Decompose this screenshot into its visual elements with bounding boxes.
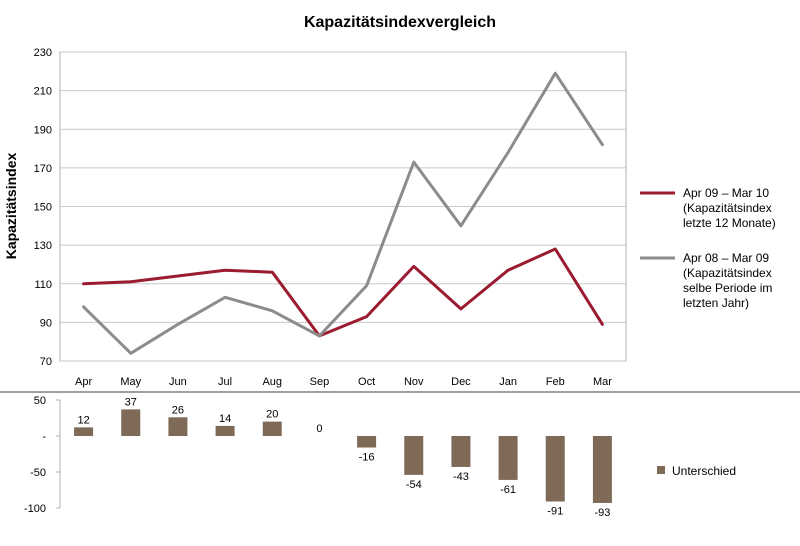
bar-data-label: 0 <box>316 423 322 435</box>
y-axis-label: Kapazitätsindex <box>3 152 19 259</box>
y-tick-label: 170 <box>34 163 52 175</box>
y-tick-label: 90 <box>40 317 52 329</box>
bar <box>74 427 94 436</box>
chart-title: Kapazitätsindexvergleich <box>304 14 496 31</box>
x-tick-label: Jan <box>499 376 517 388</box>
bar-y-ticks: 50 - -50 -100 <box>24 395 60 515</box>
bar-data-label: 20 <box>266 409 278 421</box>
bar <box>451 436 471 467</box>
series-line-0 <box>82 247 604 338</box>
line-legend: Apr 09 – Mar 10 (Kapazitätsindex letzte 12… <box>640 186 776 310</box>
bar-marks-group: 12 37 26 14 20 0 -16 -54 -43 -61 -91 -93 <box>74 396 612 519</box>
y-tick-label: 230 <box>34 47 52 59</box>
x-tick-label: Sep <box>310 376 330 388</box>
bar-y-tick-label: - <box>42 431 46 443</box>
y-tick-label: 210 <box>34 86 52 98</box>
line-y-ticks: 70 90 110 130 150 170 190 210 230 <box>34 47 52 368</box>
line-x-ticks: Apr May Jun Jul Aug Sep Oct Nov Dec Jan Feb Mar <box>75 376 612 388</box>
line-series-group <box>82 71 604 355</box>
bar-data-label: -91 <box>547 506 563 518</box>
y-tick-label: 190 <box>34 124 52 136</box>
bar-data-label: 37 <box>125 396 137 408</box>
x-tick-label: Nov <box>404 376 424 388</box>
series-line-1 <box>82 71 604 355</box>
x-tick-label: Feb <box>546 376 565 388</box>
bar-legend: Unterschied <box>657 464 736 478</box>
bar-y-tick-label: 50 <box>34 395 46 407</box>
bar-legend-swatch <box>657 466 665 474</box>
bar <box>592 436 612 503</box>
x-tick-label: Aug <box>262 376 282 388</box>
x-tick-label: Apr <box>75 376 92 388</box>
bar-data-label: -16 <box>359 452 375 464</box>
bar <box>262 421 282 436</box>
legend-entry-1: Apr 08 – Mar 09 (Kapazitätsindex selbe Per… <box>683 251 772 310</box>
y-tick-label: 130 <box>34 240 52 252</box>
x-tick-label: Jul <box>218 376 232 388</box>
bar-data-label: -43 <box>453 471 469 483</box>
bar-y-tick-label: -50 <box>30 467 46 479</box>
bar <box>121 409 141 436</box>
line-grid <box>60 51 626 362</box>
bar <box>357 436 377 448</box>
bar-data-label: -54 <box>406 479 422 491</box>
x-tick-label: Oct <box>358 376 375 388</box>
x-tick-label: Dec <box>451 376 471 388</box>
bar-data-label: 26 <box>172 404 184 416</box>
bar <box>215 425 235 436</box>
x-tick-label: Jun <box>169 376 187 388</box>
bar <box>404 436 424 475</box>
x-tick-label: Mar <box>593 376 612 388</box>
bar-data-label: 12 <box>77 414 89 426</box>
bar-y-tick-label: -100 <box>24 503 46 515</box>
bar <box>545 436 565 502</box>
y-tick-label: 150 <box>34 202 52 214</box>
x-tick-label: May <box>120 376 141 388</box>
legend-entry-0: Apr 09 – Mar 10 (Kapazitätsindex letzte 12… <box>683 186 776 230</box>
bar-legend-entry: Unterschied <box>672 464 736 478</box>
y-tick-label: 70 <box>40 356 52 368</box>
bar <box>168 417 188 436</box>
bar-data-label: 14 <box>219 413 231 425</box>
y-tick-label: 110 <box>34 279 52 291</box>
bar <box>498 436 518 480</box>
bar-data-label: -61 <box>500 484 516 496</box>
bar-data-label: -93 <box>594 507 610 519</box>
